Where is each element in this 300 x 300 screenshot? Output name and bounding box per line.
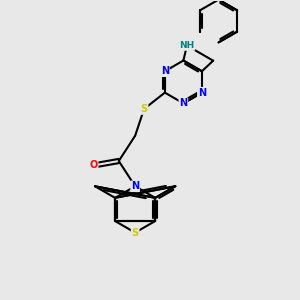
Text: N: N xyxy=(179,98,188,108)
Text: S: S xyxy=(132,228,139,238)
Text: NH: NH xyxy=(179,41,194,50)
Text: O: O xyxy=(89,160,98,170)
Text: S: S xyxy=(140,104,148,114)
Text: N: N xyxy=(161,66,169,76)
Text: N: N xyxy=(131,181,139,191)
Text: N: N xyxy=(198,88,206,98)
